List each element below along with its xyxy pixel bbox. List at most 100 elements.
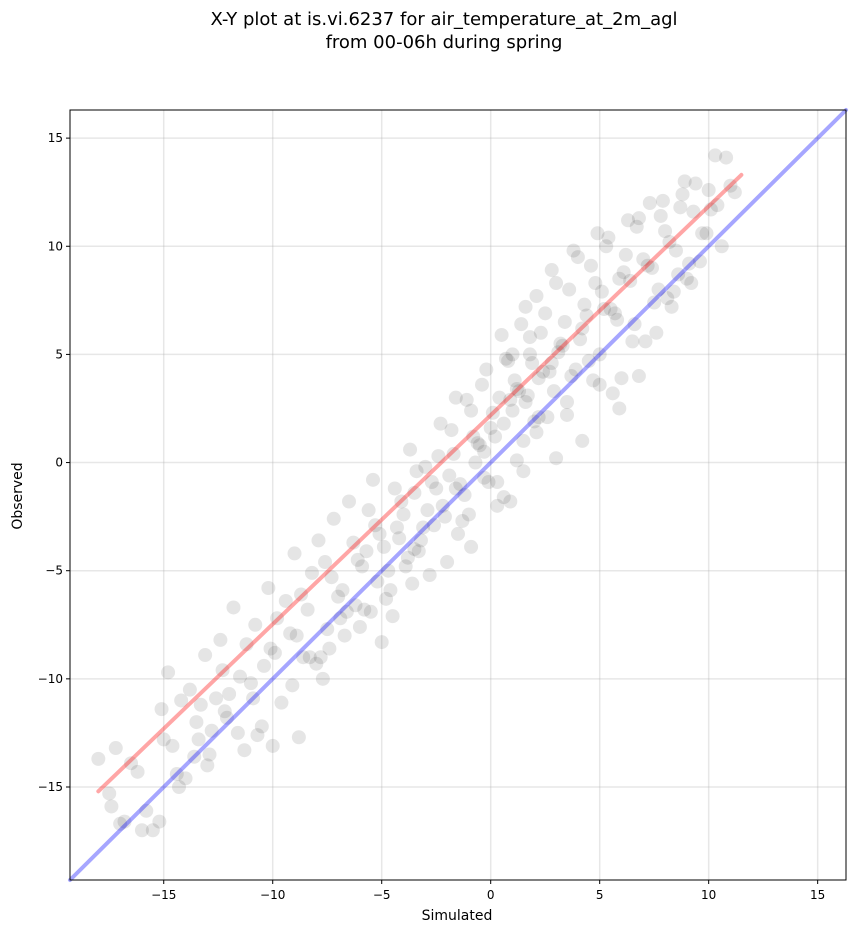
data-point — [660, 291, 675, 306]
data-point — [461, 507, 476, 522]
data-point — [130, 764, 145, 779]
data-point — [409, 464, 424, 479]
data-point — [559, 394, 574, 409]
data-point — [102, 786, 117, 801]
data-point — [217, 704, 232, 719]
data-point — [503, 494, 518, 509]
data-point — [191, 732, 206, 747]
data-point — [601, 230, 616, 245]
data-point — [422, 568, 437, 583]
data-point — [472, 438, 487, 453]
y-tick-label: 10 — [48, 239, 63, 253]
data-point — [533, 325, 548, 340]
data-point — [483, 420, 498, 435]
data-point — [568, 362, 583, 377]
data-point — [342, 494, 357, 509]
data-point — [570, 250, 585, 265]
data-point — [505, 403, 520, 418]
data-point — [265, 738, 280, 753]
data-point — [350, 552, 365, 567]
data-point — [433, 416, 448, 431]
data-point — [658, 224, 673, 239]
data-point — [592, 377, 607, 392]
data-point — [381, 563, 396, 578]
data-point — [655, 193, 670, 208]
data-point — [318, 555, 333, 570]
data-point — [529, 425, 544, 440]
data-point — [477, 444, 492, 459]
data-point — [555, 338, 570, 353]
data-point — [300, 602, 315, 617]
data-point — [263, 641, 278, 656]
data-point — [546, 384, 561, 399]
data-point — [559, 407, 574, 422]
y-tick-label: 0 — [55, 456, 63, 470]
data-point — [481, 475, 496, 490]
data-point — [671, 267, 686, 282]
data-point — [113, 816, 128, 831]
data-point — [320, 622, 335, 637]
data-point — [583, 258, 598, 273]
data-point — [383, 583, 398, 598]
reference-lines — [68, 108, 848, 882]
data-point — [505, 347, 520, 362]
data-point — [182, 682, 197, 697]
data-point — [198, 648, 213, 663]
data-point — [451, 526, 465, 541]
data-point — [355, 559, 370, 574]
data-point — [682, 256, 697, 271]
data-point — [427, 518, 442, 533]
data-point — [647, 295, 662, 310]
data-point — [605, 386, 620, 401]
data-point — [627, 317, 642, 332]
data-point — [666, 284, 681, 299]
data-point — [496, 416, 511, 431]
data-point — [509, 382, 524, 397]
data-point — [243, 676, 258, 691]
data-point — [326, 511, 341, 526]
data-point — [686, 204, 701, 219]
data-point — [294, 587, 309, 602]
data-point — [339, 604, 354, 619]
data-point — [156, 732, 171, 747]
data-point — [139, 803, 154, 818]
data-point — [544, 263, 559, 278]
data-point — [566, 243, 581, 258]
data-point — [337, 628, 352, 643]
data-point — [701, 183, 716, 198]
data-point — [553, 336, 568, 351]
data-point — [379, 591, 394, 606]
data-point — [204, 723, 219, 738]
data-point — [610, 312, 625, 327]
data-point — [603, 301, 618, 316]
data-point — [278, 593, 293, 608]
data-point — [418, 459, 433, 474]
data-point — [490, 475, 505, 490]
data-point — [675, 187, 690, 202]
data-point — [400, 550, 415, 565]
data-point — [522, 330, 537, 345]
data-point — [494, 327, 509, 342]
x-tick-label: 5 — [596, 888, 604, 902]
data-point — [592, 347, 607, 362]
data-point — [145, 823, 160, 838]
data-point — [226, 600, 241, 615]
data-point — [124, 756, 139, 771]
data-point — [396, 507, 411, 522]
data-point — [178, 771, 193, 786]
data-point — [389, 520, 404, 535]
data-point — [631, 369, 646, 384]
data-point — [679, 271, 694, 286]
data-point — [549, 276, 564, 291]
data-point — [699, 226, 714, 241]
y-axis-ticks: −15 −10 −5 0 5 10 15 — [38, 131, 70, 794]
data-point — [435, 498, 450, 513]
data-point — [531, 371, 546, 386]
data-point — [518, 394, 533, 409]
data-point — [289, 628, 304, 643]
data-point — [649, 325, 664, 340]
data-point — [470, 436, 485, 451]
data-point — [237, 743, 252, 758]
data-point — [261, 581, 276, 596]
